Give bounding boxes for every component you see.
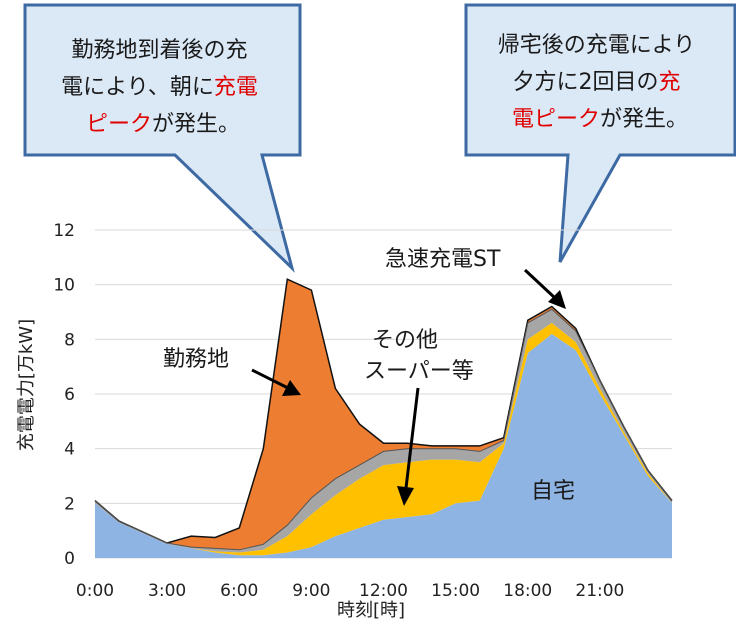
annotation-other-arrow — [404, 387, 420, 489]
annotation-other-line-1: その他 — [372, 328, 438, 353]
callout-evening-peak: 帰宅後の充電により 夕方に2回目の充 電ピークが発生。 — [464, 3, 736, 263]
callout-evening-text: 帰宅後の充電により 夕方に2回目の充 電ピークが発生。 — [498, 33, 703, 132]
total-line — [94, 278, 673, 544]
callout-morning-peak: 勤務地到着後の充 電により、朝に充電 ピークが発生。 — [23, 3, 302, 273]
x-tick-9: 9:00 — [292, 581, 330, 601]
callout-evening-line-1: 帰宅後の充電により — [498, 33, 696, 58]
annotation-other-arrowhead — [397, 486, 414, 506]
callout-evening-line-3: 電ピークが発生。 — [512, 107, 688, 132]
x-tick-12: 12:00 — [359, 581, 408, 601]
y-axis-title: 充電電力[万kW] — [16, 319, 37, 451]
annotation-work-label: 勤務地 — [163, 347, 229, 372]
x-tick-6: 6:00 — [220, 581, 258, 601]
fast-charge-top-line — [94, 308, 673, 551]
y-tick-2: 2 — [64, 494, 75, 514]
y-tick-8: 8 — [64, 330, 75, 350]
total-outline — [94, 278, 673, 551]
y-tick-0: 0 — [64, 549, 75, 569]
annotation-other-line-2: スーパー等 — [364, 359, 474, 384]
annotation-other: その他 スーパー等 — [364, 328, 474, 506]
annotation-work-arrowhead — [282, 380, 301, 396]
annotation-work: 勤務地 — [163, 347, 301, 396]
annotation-fast: 急速充電ST — [385, 247, 566, 309]
callout-morning-line-2: 電により、朝に充電 — [61, 75, 258, 100]
callout-evening-bubble — [464, 3, 736, 263]
stacked-areas — [95, 279, 672, 558]
area-series-0 — [95, 333, 672, 558]
y-tick-10: 10 — [53, 276, 75, 296]
y-tick-12: 12 — [53, 221, 75, 241]
x-tick-15: 15:00 — [431, 581, 480, 601]
y-tick-6: 6 — [64, 385, 75, 405]
annotation-work-arrow — [251, 368, 289, 390]
callout-morning-line-1: 勤務地到着後の充 — [71, 38, 247, 63]
y-tick-4: 4 — [64, 440, 75, 460]
annotation-other-label: その他 スーパー等 — [364, 328, 474, 384]
x-axis-title: 時刻[時] — [337, 600, 405, 621]
y-tick-labels: 0 2 4 6 8 10 12 — [53, 221, 75, 569]
x-tick-0: 0:00 — [76, 581, 114, 601]
area-series-1 — [95, 322, 672, 556]
annotation-fast-arrow — [523, 268, 557, 300]
x-tick-labels: 0:00 3:00 6:00 9:00 12:00 15:00 18:00 21:00 — [76, 581, 624, 601]
callout-evening-line-2: 夕方に2回目の充 — [512, 70, 680, 95]
callout-morning-line-3: ピークが発生。 — [86, 112, 240, 137]
x-tick-3: 3:00 — [148, 581, 186, 601]
callout-morning-text: 勤務地到着後の充 電により、朝に充電 ピークが発生。 — [61, 38, 265, 137]
x-tick-21: 21:00 — [575, 581, 624, 601]
annotation-fast-arrowhead — [548, 290, 566, 309]
annotation-home: 自宅 — [531, 479, 575, 504]
callout-morning-bubble — [23, 3, 302, 273]
x-tick-18: 18:00 — [503, 581, 552, 601]
annotation-fast-label: 急速充電ST — [385, 247, 501, 272]
